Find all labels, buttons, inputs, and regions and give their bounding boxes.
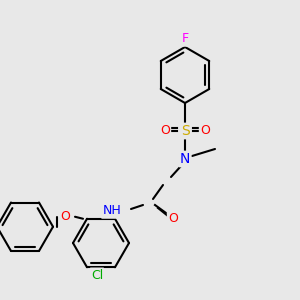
Text: O: O [168, 212, 178, 226]
Text: N: N [180, 152, 190, 166]
Text: O: O [60, 210, 70, 223]
Text: F: F [182, 32, 189, 46]
Text: NH: NH [102, 205, 121, 218]
Text: O: O [200, 124, 210, 137]
Text: S: S [181, 124, 189, 138]
Text: Cl: Cl [91, 269, 103, 282]
Text: O: O [160, 124, 170, 137]
